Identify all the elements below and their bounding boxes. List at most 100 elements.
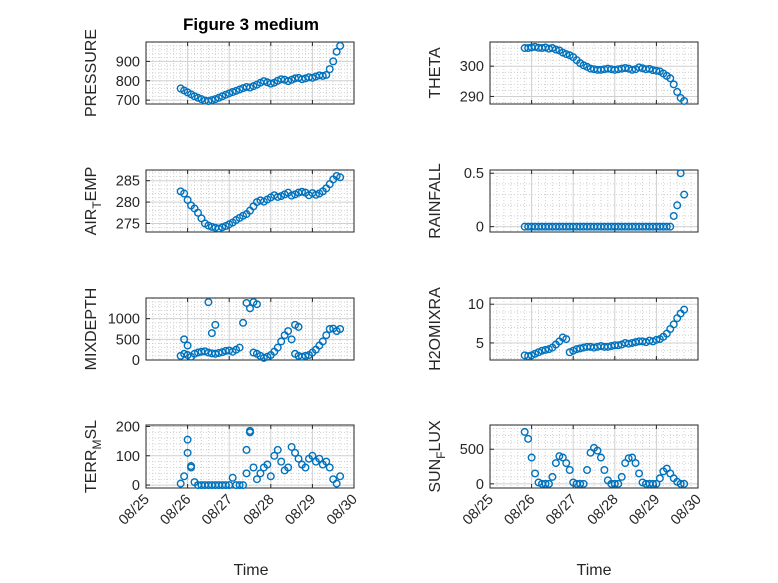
data-point (596, 453, 605, 462)
data-point (332, 47, 341, 56)
data-point (207, 222, 216, 231)
data-point (562, 459, 571, 468)
data-point (259, 353, 268, 362)
x-axis-label-left: Time (234, 562, 269, 579)
y-axis-label: PRESSURE (83, 29, 100, 117)
axes-box (145, 169, 355, 233)
data-point (322, 70, 331, 79)
axes-box (489, 41, 699, 105)
data-point (318, 71, 327, 80)
data-point (180, 189, 189, 198)
data-point (631, 459, 640, 468)
data-point (544, 479, 553, 488)
y-tick-label: 285 (116, 174, 140, 190)
y-tick-label: 700 (116, 93, 140, 109)
data-point (239, 318, 248, 327)
data-point (648, 479, 657, 488)
data-point (221, 481, 230, 490)
data-point (287, 191, 296, 200)
y-tick-label: 0 (132, 353, 140, 369)
data-point (329, 57, 338, 66)
data-point (273, 192, 282, 201)
data-point (277, 457, 286, 466)
y-tick-label: 1000 (108, 312, 140, 328)
data-point (183, 341, 192, 350)
data-point (336, 472, 345, 481)
data-point (204, 221, 213, 230)
data-point (562, 50, 571, 59)
data-point (541, 345, 550, 354)
data-point (256, 469, 265, 478)
data-point (669, 211, 678, 220)
data-point (325, 65, 334, 74)
data-point (332, 479, 341, 488)
y-axis-label: MIXDEPTH (83, 288, 100, 371)
data-point (249, 463, 258, 472)
data-point (252, 475, 261, 484)
data-point (239, 481, 248, 490)
data-point (218, 223, 227, 232)
data-point (294, 454, 303, 463)
y-tick-label: 275 (116, 216, 140, 232)
data-point (273, 445, 282, 454)
y-tick-label: 5 (476, 336, 484, 352)
data-point (325, 325, 334, 334)
data-point (180, 472, 189, 481)
data-point (242, 445, 251, 454)
data-point (680, 190, 689, 199)
data-point (662, 222, 671, 231)
data-point (676, 169, 685, 178)
data-point (245, 428, 254, 437)
data-point (680, 96, 689, 105)
y-tick-label: 0 (476, 477, 484, 493)
data-point (287, 335, 296, 344)
data-point (183, 435, 192, 444)
data-point (294, 322, 303, 331)
data-point (635, 63, 644, 72)
subplot-air-temp: 275 280 285 AIRTEMP (83, 167, 355, 236)
data-point (183, 195, 192, 204)
data-point (621, 64, 630, 73)
data-point (520, 427, 529, 436)
data-point (614, 479, 623, 488)
data-point (214, 224, 223, 233)
data-point (673, 87, 682, 96)
data-point (645, 64, 654, 73)
axes-box (489, 169, 699, 233)
data-point (676, 479, 685, 488)
figure-title: Figure 3 medium (183, 15, 319, 34)
data-point (541, 479, 550, 488)
data-point (287, 442, 296, 451)
data-point (635, 469, 644, 478)
data-point (593, 446, 602, 455)
y-axis-label: AIRTEMP (83, 167, 104, 236)
data-point (180, 335, 189, 344)
axes-box (145, 297, 355, 361)
data-point (211, 320, 220, 329)
data-point (190, 349, 199, 358)
axes-box (145, 424, 355, 489)
data-point (207, 329, 216, 338)
data-point (336, 173, 345, 182)
axes-box (489, 424, 699, 489)
data-point (235, 343, 244, 352)
data-point (235, 481, 244, 490)
data-point (610, 479, 619, 488)
y-tick-label: 0 (476, 220, 484, 236)
data-point (628, 453, 637, 462)
data-point (277, 337, 286, 346)
data-point (252, 300, 261, 309)
data-point (336, 325, 345, 334)
y-tick-label: 0.5 (464, 166, 484, 182)
y-axis-label: TERRMSL (83, 420, 104, 493)
data-point (565, 466, 574, 475)
data-point (311, 190, 320, 199)
data-point (531, 469, 540, 478)
data-point (562, 335, 571, 344)
y-tick-label: 280 (116, 195, 140, 211)
data-point (524, 352, 533, 361)
data-point (308, 451, 317, 460)
data-point (527, 453, 536, 462)
data-point (176, 479, 185, 488)
